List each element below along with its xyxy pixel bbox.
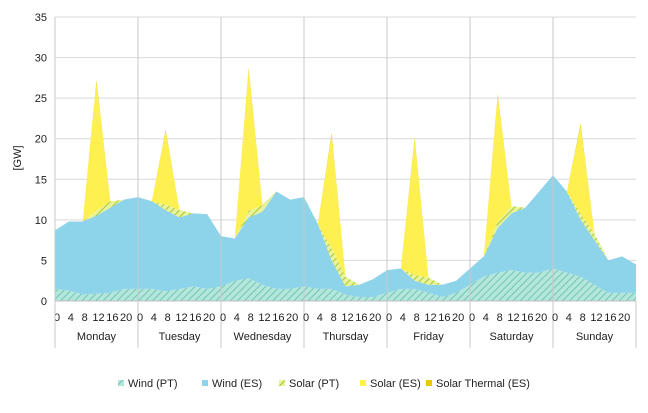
x-hour-tick-label: 0: [386, 312, 392, 324]
x-hour-tick-label: 20: [286, 312, 298, 324]
y-tick-label: 15: [35, 174, 47, 186]
x-hour-tick-label: 16: [521, 312, 533, 324]
series-areas: [55, 68, 636, 301]
x-hour-tick-label: 20: [120, 312, 132, 324]
x-hour-tick-label: 16: [438, 312, 450, 324]
x-hour-tick-label: 4: [483, 312, 489, 324]
y-tick-label: 25: [35, 93, 47, 105]
x-hour-tick-label: 0: [303, 312, 309, 324]
x-hour-tick-label: 12: [175, 312, 187, 324]
x-hour-tick-label: 0: [469, 312, 475, 324]
legend-swatch: [279, 380, 285, 386]
x-hour-tick-label: 20: [203, 312, 215, 324]
x-hour-tick-label: 20: [452, 312, 464, 324]
y-tick-label: 20: [35, 134, 47, 146]
x-hour-tick-label: 4: [151, 312, 157, 324]
x-hour-tick-label: 4: [234, 312, 240, 324]
x-hour-tick-label: 20: [369, 312, 381, 324]
legend-entry: Solar Thermal (ES): [426, 378, 530, 390]
legend-entry: Solar (PT): [279, 378, 339, 390]
legend-label: Wind (ES): [212, 378, 262, 390]
day-label: Thursday: [323, 331, 369, 343]
day-label: Friday: [413, 331, 444, 343]
x-hour-tick-label: 12: [258, 312, 270, 324]
day-label: Tuesday: [159, 331, 201, 343]
series-area-wind-es: [55, 175, 636, 297]
x-hour-tick-label: 16: [604, 312, 616, 324]
x-hour-tick-label: 12: [92, 312, 104, 324]
day-label: Saturday: [489, 331, 534, 343]
x-hour-tick-label: 0: [552, 312, 558, 324]
x-hour-tick-label: 16: [355, 312, 367, 324]
legend-entry: Solar (ES): [360, 378, 421, 390]
legend-label: Solar (PT): [289, 378, 339, 390]
x-hour-tick-label: 8: [331, 312, 337, 324]
x-hour-tick-label: 12: [507, 312, 519, 324]
legend-swatch: [426, 380, 432, 386]
legend-entry: Wind (PT): [118, 378, 178, 390]
x-hour-tick-label: 4: [68, 312, 74, 324]
x-hour-tick-label: 16: [189, 312, 201, 324]
legend-swatch: [202, 380, 208, 386]
y-tick-label: 30: [35, 53, 47, 65]
legend-swatch: [360, 380, 366, 386]
x-hour-tick-label: 12: [424, 312, 436, 324]
x-hour-tick-label: 8: [248, 312, 254, 324]
x-hour-tick-label: 8: [414, 312, 420, 324]
legend-entry: Wind (ES): [202, 378, 262, 390]
x-hour-tick-label: 8: [82, 312, 88, 324]
y-tick-label: 0: [41, 296, 47, 308]
day-label: Wednesday: [234, 331, 292, 343]
x-hour-tick-label: 20: [535, 312, 547, 324]
series-area-wind-pt: [55, 268, 636, 301]
day-label: Sunday: [576, 331, 614, 343]
x-hour-tick-label: 12: [341, 312, 353, 324]
x-hour-tick-label: 20: [618, 312, 630, 324]
y-tick-label: 35: [35, 12, 47, 24]
x-hour-tick-label: 0: [137, 312, 143, 324]
legend: Wind (PT) Wind (ES) Solar (PT) Solar (ES) So…: [118, 378, 530, 390]
x-hour-tick-label: 8: [165, 312, 171, 324]
x-hour-tick-label: 4: [317, 312, 323, 324]
legend-label: Solar Thermal (ES): [436, 378, 530, 390]
series-area-solar-es: [55, 70, 636, 285]
day-label: Monday: [77, 331, 117, 343]
x-hour-tick-label: 8: [580, 312, 586, 324]
legend-label: Wind (PT): [128, 378, 178, 390]
y-tick-label: 5: [41, 255, 47, 267]
x-hour-tick-label: 8: [497, 312, 503, 324]
x-hour-tick-label: 0: [54, 312, 60, 324]
x-hour-tick-label: 16: [106, 312, 118, 324]
x-hour-tick-label: 16: [272, 312, 284, 324]
x-hour-tick-label: 4: [566, 312, 572, 324]
legend-swatch: [118, 380, 124, 386]
y-tick-label: 10: [35, 215, 47, 227]
x-hour-tick-label: 4: [400, 312, 406, 324]
x-hour-tick-label: 0: [220, 312, 226, 324]
x-hour-tick-label: 12: [590, 312, 602, 324]
y-axis-label: [GW]: [12, 145, 24, 170]
legend-label: Solar (ES): [370, 378, 421, 390]
